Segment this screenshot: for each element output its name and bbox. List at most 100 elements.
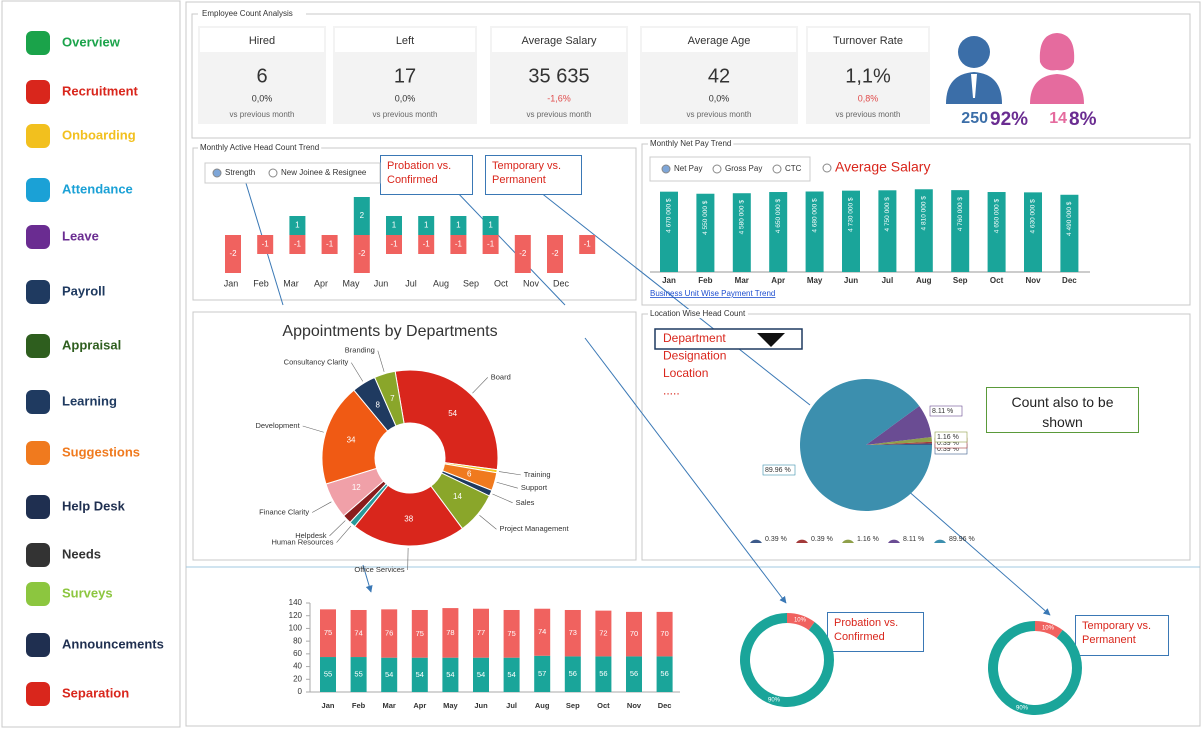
x-tick-label: Oct [597,701,610,710]
kpi-title: Average Age [688,35,751,47]
menu-icon [26,124,50,148]
menu-item[interactable]: Needs [62,546,101,561]
data-label: -1 [294,240,302,249]
label-bg [648,139,734,149]
menu-item[interactable]: Announcements [62,636,164,651]
x-tick-label: Oct [494,278,509,288]
data-label: 10% [1042,626,1055,632]
dropdown-option[interactable]: Department [663,331,726,345]
kpi-note: vs previous month [527,110,592,119]
radio-label[interactable]: Gross Pay [725,164,762,173]
bar-segment [595,656,612,692]
radio-label[interactable]: CTC [785,164,802,173]
kpi-change: -1,6% [547,93,571,103]
leader-line [302,425,324,433]
data-label: 4 670 000 $ [666,198,673,233]
menu-item[interactable]: Separation [62,685,129,700]
menu-item[interactable]: Overview [62,34,121,49]
x-tick-label: Feb [253,278,269,288]
sidebar [1,0,181,728]
note-box: Count also to be shown [986,387,1139,433]
bar-segment [350,657,367,692]
menu-item[interactable]: Leave [62,228,99,243]
radio[interactable] [772,164,782,174]
kpi-group [191,13,1191,139]
data-label: 54 [385,670,393,679]
radio-label[interactable]: New Joinee & Resignee [281,168,367,177]
data-label: 75 [416,629,424,638]
bar-segment [320,609,336,658]
menu-icon [26,178,50,202]
data-label: 74 [354,628,362,637]
bar-segment [503,657,520,692]
data-label: 4 760 000 $ [957,197,964,232]
bar [769,192,788,272]
x-tick-label: Nov [1025,276,1041,285]
leader-line [498,471,521,476]
dropdown-option[interactable]: Designation [663,349,726,363]
menu-icon [26,495,50,519]
dropdown-option[interactable]: ..... [663,384,680,398]
data-label: -1 [262,240,270,249]
callout: Temporary vs. Permanent [485,155,582,195]
radio[interactable] [268,168,278,178]
link[interactable]: Business Unit Wise Payment Trend [650,289,775,298]
menu-icon [26,390,50,414]
menu-item[interactable]: Recruitment [62,83,139,98]
menu-icon [26,31,50,55]
location-group [641,313,1191,561]
radio-label[interactable]: Net Pay [674,164,702,173]
bar-segment [350,609,367,658]
dropdown-arrow [757,333,785,347]
leader-line [492,493,513,504]
dropdown-option[interactable]: Location [663,366,708,380]
x-tick-label: Sep [953,276,968,285]
radio-label[interactable]: Average Salary [835,159,930,175]
bar [732,193,751,272]
kpi-card-header [642,28,796,52]
radio[interactable] [212,168,222,178]
x-tick-label: Nov [523,278,540,288]
legend-swatch [934,539,946,543]
section-title: Employee Count Analysis [202,9,293,18]
bar [547,235,563,273]
kpi-change: 0,0% [252,93,273,103]
kpi-title: Turnover Rate [833,35,903,47]
bar [418,216,435,235]
department-group [192,311,637,561]
donut-slice [740,613,835,707]
menu-item[interactable]: Suggestions [62,444,140,459]
data-label: 7 [390,394,395,403]
x-tick-label: Sep [463,278,479,288]
x-tick-label: Dec [658,701,672,710]
menu-item[interactable]: Surveys [62,585,113,600]
category-label: Project Management [499,524,569,533]
label-box [929,405,963,417]
kpi-note: vs previous month [687,110,752,119]
x-tick-label: Jun [844,276,858,285]
menu-item[interactable]: Appraisal [62,337,121,352]
menu-item[interactable]: Attendance [62,181,133,196]
radio[interactable] [822,163,832,173]
menu-item[interactable]: Help Desk [62,498,126,513]
data-label: 89.96 % [765,467,791,474]
leader-line [496,481,518,489]
bar-segment [381,657,398,692]
data-label: 56 [569,669,577,678]
data-label: 6 [467,470,472,479]
radio[interactable] [661,164,671,174]
x-tick-label: Mar [383,701,396,710]
menu-item[interactable]: Learning [62,393,117,408]
menu-item[interactable]: Payroll [62,283,105,298]
y-tick-label: 20 [293,674,302,683]
menu-item[interactable]: Onboarding [62,127,136,142]
donut-slice [394,369,499,471]
bar [386,235,402,254]
radio[interactable] [712,164,722,174]
x-tick-label: Feb [698,276,712,285]
data-label: 4 730 000 $ [848,197,855,232]
male-count: 250 [961,110,988,127]
kpi-card-header [335,28,475,52]
radio-label[interactable]: Strength [225,168,255,177]
kpi-value: 1,1% [845,65,891,87]
